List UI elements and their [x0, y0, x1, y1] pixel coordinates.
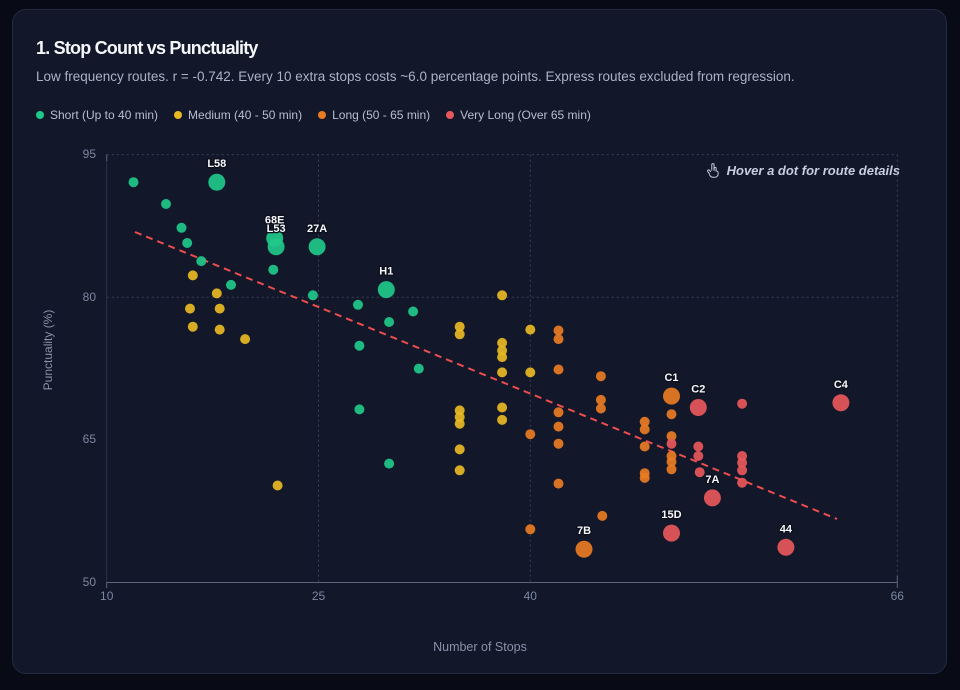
svg-text:L58: L58	[207, 158, 226, 170]
svg-text:C1: C1	[664, 372, 678, 384]
svg-text:7B: 7B	[577, 525, 591, 537]
svg-text:H1: H1	[379, 266, 393, 278]
svg-text:50: 50	[83, 575, 97, 589]
svg-text:27A: 27A	[307, 223, 327, 235]
svg-text:Punctuality (%): Punctuality (%)	[41, 310, 55, 391]
svg-text:7A: 7A	[705, 474, 719, 486]
svg-text:80: 80	[83, 290, 97, 304]
svg-text:10: 10	[100, 589, 114, 603]
svg-text:C4: C4	[834, 379, 849, 391]
svg-text:44: 44	[780, 523, 793, 535]
svg-text:66: 66	[891, 589, 905, 603]
svg-text:C2: C2	[691, 384, 705, 396]
svg-text:65: 65	[83, 432, 97, 446]
svg-text:40: 40	[524, 589, 538, 603]
svg-text:L53: L53	[267, 223, 286, 235]
svg-text:15D: 15D	[661, 509, 681, 521]
svg-text:25: 25	[312, 589, 326, 603]
svg-text:95: 95	[83, 147, 97, 161]
